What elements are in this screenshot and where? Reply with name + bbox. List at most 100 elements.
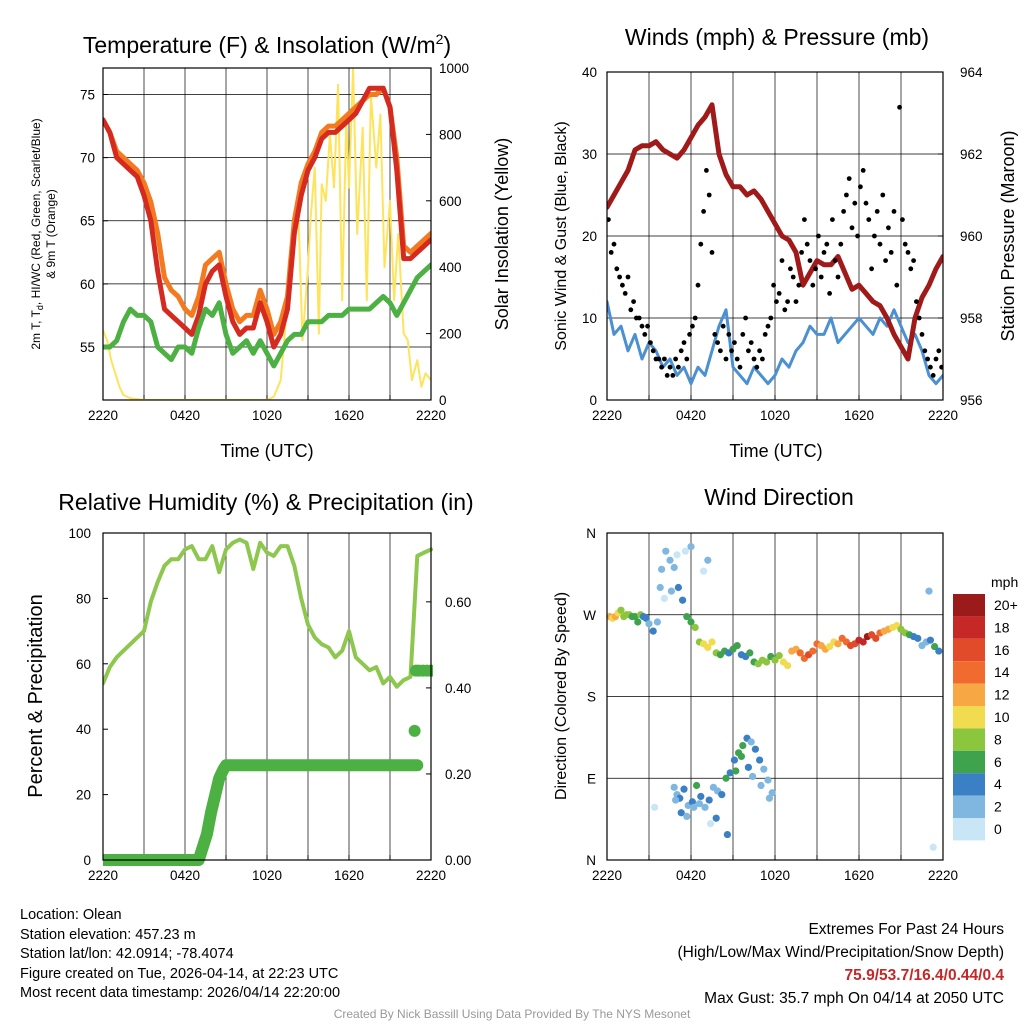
temp-chart-y2-tick-label: 600 bbox=[439, 194, 462, 209]
gust-point bbox=[771, 282, 776, 288]
direction-point bbox=[749, 772, 757, 781]
gust-point bbox=[894, 282, 900, 288]
temp-chart-ylabel-sub: d bbox=[35, 305, 45, 310]
direction-point bbox=[687, 543, 695, 551]
rh-chart-y-tick-label: 40 bbox=[76, 722, 91, 737]
gust-point bbox=[673, 356, 678, 362]
gust-point bbox=[905, 250, 911, 255]
direction-point bbox=[756, 756, 764, 764]
rh-chart-x-tick-label: 1620 bbox=[334, 868, 364, 883]
gust-point bbox=[628, 307, 634, 313]
gust-point bbox=[743, 315, 748, 321]
gust-point bbox=[650, 348, 656, 354]
direction-point bbox=[683, 612, 691, 621]
temp-chart-y2-tick-label: 0 bbox=[439, 393, 447, 408]
gust-point bbox=[617, 274, 622, 280]
extremes-subheading: (High/Low/Max Wind/Precipitation/Snow De… bbox=[677, 944, 1005, 961]
gust-point bbox=[782, 307, 788, 313]
gust-point bbox=[607, 217, 611, 222]
gust-point bbox=[844, 192, 849, 198]
extremes-heading: Extremes For Past 24 Hours bbox=[808, 921, 1004, 938]
direction-point bbox=[784, 662, 792, 670]
direction-point bbox=[672, 796, 680, 804]
gust-point bbox=[757, 348, 762, 354]
rh-chart-x-tick-label: 2220 bbox=[88, 868, 118, 883]
direction-point bbox=[796, 649, 804, 657]
wind-chart-x-tick-label: 2220 bbox=[592, 408, 622, 423]
speed-legend-label: 4 bbox=[994, 776, 1002, 792]
rh-chart-y-tick-label: 80 bbox=[76, 591, 91, 606]
gust-point bbox=[706, 192, 712, 198]
temp-chart-y2label: Solar Insolation (Yellow) bbox=[492, 138, 512, 330]
direction-point bbox=[760, 765, 768, 773]
dir-chart-y-tick-label: N bbox=[586, 526, 596, 541]
gust-point bbox=[835, 274, 841, 280]
direction-point bbox=[697, 792, 705, 801]
speed-legend-swatch bbox=[953, 773, 985, 796]
direction-point bbox=[732, 767, 740, 775]
pressure-line bbox=[607, 102, 943, 362]
direction-point bbox=[695, 800, 704, 808]
wind-chart-x-tick-label: 0420 bbox=[676, 408, 706, 423]
direction-point bbox=[809, 647, 817, 655]
rh-chart-axes: 2220 0420 1020 1620 22200204060801000.000.20… bbox=[68, 526, 471, 883]
gust-point bbox=[748, 340, 754, 345]
gust-point bbox=[631, 299, 636, 304]
temp-chart-y2-tick-label: 200 bbox=[439, 327, 462, 342]
gust-point bbox=[776, 291, 782, 296]
wind-chart-y2-tick-label: 964 bbox=[960, 65, 983, 80]
max-gust: Max Gust: 35.7 mph On 04/14 at 2050 UTC bbox=[704, 990, 1004, 1007]
direction-point bbox=[723, 830, 732, 839]
temp-chart-y2-tick-label: 400 bbox=[439, 260, 462, 275]
direction-point bbox=[765, 794, 774, 802]
wind-chart-y2-tick-label: 960 bbox=[960, 229, 983, 244]
gust-point bbox=[648, 340, 653, 345]
direction-point bbox=[834, 640, 842, 648]
direction-point bbox=[859, 638, 867, 646]
figure-created: Figure created on Tue, 2026-04-14, at 22… bbox=[20, 965, 339, 982]
gust-point bbox=[849, 225, 855, 231]
wind-chart-x-tick-label: 2220 bbox=[928, 408, 958, 423]
direction-point bbox=[679, 596, 687, 604]
temp-chart-y-tick-label: 55 bbox=[80, 340, 95, 355]
speed-legend-swatch bbox=[953, 683, 985, 706]
gust-point bbox=[810, 282, 816, 288]
extremes-values: 75.9/53.7/16.4/0.44/0.4 bbox=[844, 967, 1004, 984]
gust-point bbox=[774, 299, 779, 304]
gust-point bbox=[614, 266, 620, 272]
gust-point bbox=[754, 364, 760, 370]
gust-point bbox=[639, 323, 645, 329]
direction-point bbox=[931, 642, 939, 651]
rh-chart-series bbox=[103, 537, 433, 866]
gust-point bbox=[891, 209, 897, 214]
direction-point bbox=[660, 594, 669, 603]
gust-point bbox=[681, 340, 687, 345]
temp-chart-title-main: Temperature (F) & Insolation (W/m bbox=[83, 32, 436, 58]
wind-chart-series bbox=[607, 102, 943, 386]
gust-point bbox=[687, 332, 692, 337]
gust-point bbox=[902, 241, 908, 247]
rh-chart-ylabel: Percent & Precipitation bbox=[25, 594, 47, 797]
wind-chart-title: Winds (mph) & Pressure (mb) bbox=[625, 24, 929, 50]
direction-point bbox=[700, 567, 708, 575]
rh-line bbox=[103, 537, 433, 689]
gust-point bbox=[911, 258, 916, 263]
gust-point bbox=[813, 266, 818, 272]
gust-point bbox=[740, 332, 746, 337]
direction-point bbox=[744, 763, 753, 771]
wind-chart-y-tick-label: 20 bbox=[582, 229, 597, 244]
direction-point bbox=[914, 634, 922, 642]
wind-chart-axes: 2220 0420 1020 1620 222001020304095695896096… bbox=[582, 65, 983, 423]
dir-chart-x-tick-label: 2220 bbox=[928, 868, 958, 883]
wind-chart-x-tick-label: 1020 bbox=[760, 408, 790, 423]
gust-point bbox=[888, 250, 894, 255]
heat-index-line bbox=[103, 262, 431, 369]
speed-legend-label: 2 bbox=[994, 799, 1002, 815]
direction-point bbox=[677, 809, 685, 817]
temp-chart-title: Temperature (F) & Insolation (W/m2) bbox=[83, 31, 451, 58]
gust-point bbox=[818, 274, 824, 280]
gust-point bbox=[877, 241, 883, 247]
direction-point bbox=[704, 556, 712, 564]
direction-point bbox=[708, 638, 716, 646]
